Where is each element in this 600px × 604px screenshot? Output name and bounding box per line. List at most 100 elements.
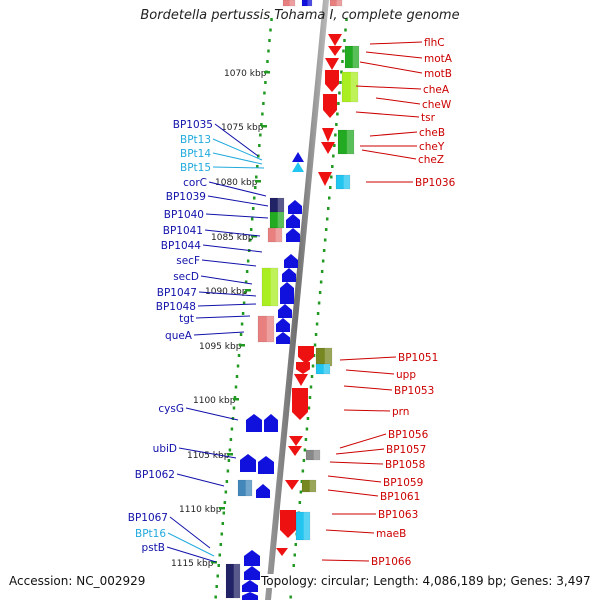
label-leader-line [359,61,423,74]
right-track-tick [306,417,310,420]
gene-feature [257,315,275,343]
right-track-tick [337,102,340,105]
gene-forward-arrow [258,456,274,474]
gene-label-left: secD [173,271,199,283]
right-track-tick [331,165,334,168]
left-track-tick [268,39,271,42]
gene-label-left: BP1039 [166,191,206,203]
left-track-tick [239,333,243,336]
gene-label-right: cheW [422,99,452,111]
gene-feature [261,267,279,307]
left-track-tick [214,595,217,599]
gene-label-left: tgt [179,313,194,325]
gene-forward-arrow [286,228,300,242]
gene-feature-shade [324,348,332,366]
label-leader-line [200,275,253,285]
left-track-tick [228,448,232,452]
gene-forward-arrow [264,414,278,432]
label-leader-line [327,475,382,483]
gene-label-right: prn [392,406,409,418]
gene-forward-arrow [276,332,290,344]
right-track-tick [292,564,295,567]
label-leader-line [178,447,237,459]
gene-label-right: BP1059 [383,477,423,489]
gene-reverse-arrow [276,548,288,556]
right-track-tick [293,553,296,557]
right-track-tick [315,322,319,326]
right-track-tick [322,249,326,252]
label-leader-line [355,111,420,118]
gene-label-right: BP1061 [380,491,420,503]
label-leader-line [343,409,391,412]
gene-label-right: BP1053 [394,385,434,397]
label-leader-line [207,195,269,207]
gene-feature [329,0,343,7]
right-track-tick [323,238,327,242]
left-track-tick [257,154,260,158]
left-track-tick [261,112,264,116]
right-track-tick [308,396,312,399]
right-track-tick [341,60,344,63]
gene-reverse-arrow [325,58,339,70]
kbp-tick-label: 1075 kbp [221,123,264,133]
label-leader-line [166,546,217,563]
label-leader-line [369,131,418,137]
right-track-tick [320,270,324,273]
right-track-tick [289,595,292,599]
left-track-tick [222,511,226,515]
label-leader-line [325,529,375,534]
gene-label-left: queA [165,330,193,342]
left-track-tick [216,574,219,578]
gene-forward-arrow [240,454,256,472]
right-track-tick [302,459,306,462]
genome-backbone [265,0,329,600]
kbp-tick-label: 1110 kbp [179,505,222,515]
right-track-tick [340,70,343,74]
label-leader-line [375,97,421,105]
left-track-tick [251,207,255,210]
gene-label-right: tsr [421,112,436,124]
left-track-tick [241,312,245,315]
kbp-tick-label: 1100 kbp [193,396,236,406]
left-track-tick [232,406,236,410]
left-track-tick [248,238,252,242]
left-track-tick [215,585,218,588]
right-track-tick [326,207,330,210]
right-track-tick [330,175,333,179]
kbp-tick-mark [264,71,270,74]
gene-forward-arrow [292,152,304,162]
gene-feature-shade [245,480,252,496]
left-track-tick [259,133,262,137]
gene-feature-shade [336,0,342,6]
gene-label-left: BP1047 [157,287,197,299]
label-leader-line [329,461,384,465]
gene-reverse-arrow [298,346,314,364]
label-leader-line [201,259,257,267]
gene-reverse-arrow [322,128,334,142]
accession-text: Accession: NC_002929 [8,574,147,588]
gene-forward-arrow [244,566,260,580]
gene-reverse-arrow [285,480,299,490]
gene-label-left: BP1048 [156,301,196,313]
label-leader-line [198,291,257,297]
right-track-tick [310,375,314,378]
left-track-tick [223,501,227,504]
gene-feature [335,174,351,190]
left-track-tick [262,102,265,105]
gene-label-left: BP1035 [173,119,213,131]
gene-label-left: BP1044 [161,240,202,252]
right-track-tick [313,343,317,347]
gene-feature-shade [303,512,310,540]
right-track-tick [345,18,348,21]
right-track-tick [314,333,318,336]
right-track-tick [332,154,335,158]
label-leader-line [343,385,393,391]
label-leader-line [335,448,385,455]
gene-label-right: BP1057 [386,444,426,456]
gene-feature [301,0,313,7]
gene-feature [282,0,296,7]
left-track-tick [226,469,230,473]
right-track-tick [334,133,337,137]
gene-forward-arrow [246,414,262,432]
left-track-tick [242,301,246,305]
